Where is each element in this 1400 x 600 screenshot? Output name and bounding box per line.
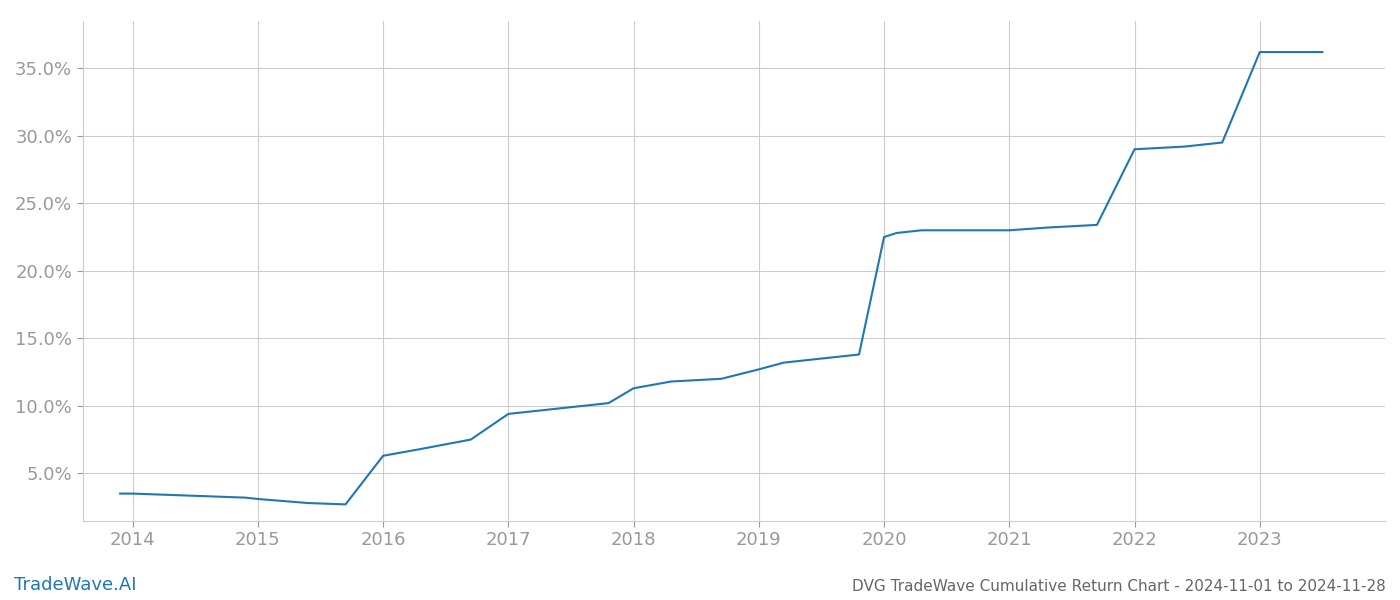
Text: TradeWave.AI: TradeWave.AI: [14, 576, 137, 594]
Text: DVG TradeWave Cumulative Return Chart - 2024-11-01 to 2024-11-28: DVG TradeWave Cumulative Return Chart - …: [853, 579, 1386, 594]
